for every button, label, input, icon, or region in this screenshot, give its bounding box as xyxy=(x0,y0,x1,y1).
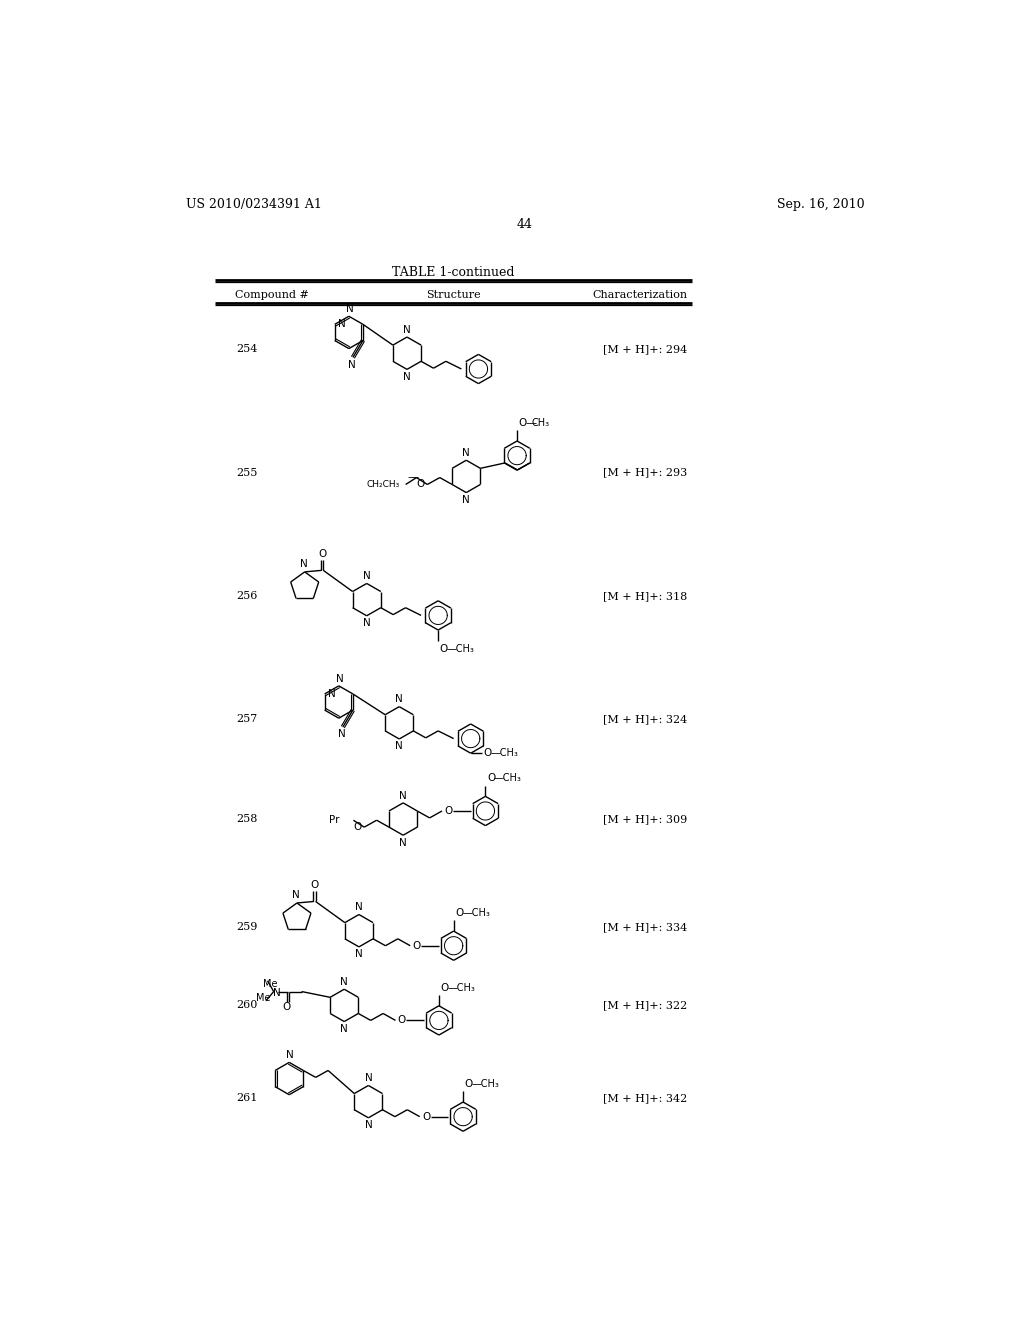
Text: 255: 255 xyxy=(237,467,258,478)
Text: O: O xyxy=(440,982,449,993)
Text: O: O xyxy=(439,644,447,653)
Text: N: N xyxy=(463,495,470,504)
Text: N: N xyxy=(355,949,362,960)
Text: O: O xyxy=(518,418,527,428)
Text: [M + H]+: 309: [M + H]+: 309 xyxy=(603,814,687,824)
Text: CH₂CH₃: CH₂CH₃ xyxy=(367,480,400,488)
Text: O: O xyxy=(353,822,361,832)
Text: [M + H]+: 318: [M + H]+: 318 xyxy=(603,591,687,601)
Text: 44: 44 xyxy=(517,218,532,231)
Text: O: O xyxy=(416,479,424,490)
Text: —CH₃: —CH₃ xyxy=(472,1078,500,1089)
Text: O: O xyxy=(283,1002,291,1012)
Text: O: O xyxy=(398,1015,407,1026)
Text: —CH₃: —CH₃ xyxy=(490,748,519,758)
Text: N: N xyxy=(273,989,281,998)
Text: —: — xyxy=(408,473,419,483)
Text: N: N xyxy=(340,1024,348,1034)
Text: Pr: Pr xyxy=(329,816,339,825)
Text: 259: 259 xyxy=(237,921,258,932)
Text: Me: Me xyxy=(262,979,278,989)
Text: 256: 256 xyxy=(237,591,258,601)
Text: [M + H]+: 294: [M + H]+: 294 xyxy=(603,345,687,354)
Text: N: N xyxy=(292,890,300,900)
Text: [M + H]+: 324: [M + H]+: 324 xyxy=(603,714,687,723)
Text: N: N xyxy=(300,558,308,569)
Text: O: O xyxy=(422,1111,430,1122)
Text: Compound #: Compound # xyxy=(234,290,309,300)
Text: O: O xyxy=(413,941,421,950)
Text: N: N xyxy=(338,319,346,329)
Text: 260: 260 xyxy=(237,1001,258,1010)
Text: O: O xyxy=(310,880,318,890)
Text: O: O xyxy=(465,1078,473,1089)
Text: Sep. 16, 2010: Sep. 16, 2010 xyxy=(776,198,864,211)
Text: 261: 261 xyxy=(237,1093,258,1102)
Text: Characterization: Characterization xyxy=(593,290,687,300)
Text: 257: 257 xyxy=(237,714,258,723)
Text: —CH₃: —CH₃ xyxy=(446,644,474,653)
Text: O: O xyxy=(318,549,327,558)
Text: —: — xyxy=(525,418,537,428)
Text: N: N xyxy=(340,977,348,987)
Text: N: N xyxy=(362,572,371,581)
Text: Structure: Structure xyxy=(426,290,481,300)
Text: O: O xyxy=(444,807,453,816)
Text: [M + H]+: 322: [M + H]+: 322 xyxy=(603,1001,687,1010)
Text: N: N xyxy=(403,372,411,381)
Text: N: N xyxy=(395,742,403,751)
Text: TABLE 1-continued: TABLE 1-continued xyxy=(392,267,515,280)
Text: N: N xyxy=(403,325,411,335)
Text: N: N xyxy=(395,694,403,705)
Text: N: N xyxy=(286,1051,294,1060)
Text: US 2010/0234391 A1: US 2010/0234391 A1 xyxy=(186,198,322,211)
Text: O: O xyxy=(456,908,464,917)
Text: N: N xyxy=(338,730,346,739)
Text: —CH₃: —CH₃ xyxy=(462,908,490,917)
Text: —CH₃: —CH₃ xyxy=(494,774,522,783)
Text: [M + H]+: 334: [M + H]+: 334 xyxy=(603,921,687,932)
Text: N: N xyxy=(463,447,470,458)
Text: Me: Me xyxy=(256,993,270,1003)
Text: N: N xyxy=(365,1121,373,1130)
Text: N: N xyxy=(355,903,362,912)
Text: N: N xyxy=(399,791,407,800)
Text: N: N xyxy=(348,360,356,370)
Text: [M + H]+: 342: [M + H]+: 342 xyxy=(603,1093,687,1102)
Text: N: N xyxy=(336,673,343,684)
Text: N: N xyxy=(399,837,407,847)
Text: N: N xyxy=(346,304,353,314)
Text: [M + H]+: 293: [M + H]+: 293 xyxy=(603,467,687,478)
Text: 258: 258 xyxy=(237,814,258,824)
Text: O: O xyxy=(484,748,493,758)
Text: CH₃: CH₃ xyxy=(531,418,550,428)
Text: O: O xyxy=(487,774,496,783)
Text: N: N xyxy=(365,1073,373,1084)
Text: N: N xyxy=(328,689,336,698)
Text: —CH₃: —CH₃ xyxy=(447,982,475,993)
Text: N: N xyxy=(362,618,371,628)
Text: 254: 254 xyxy=(237,345,258,354)
